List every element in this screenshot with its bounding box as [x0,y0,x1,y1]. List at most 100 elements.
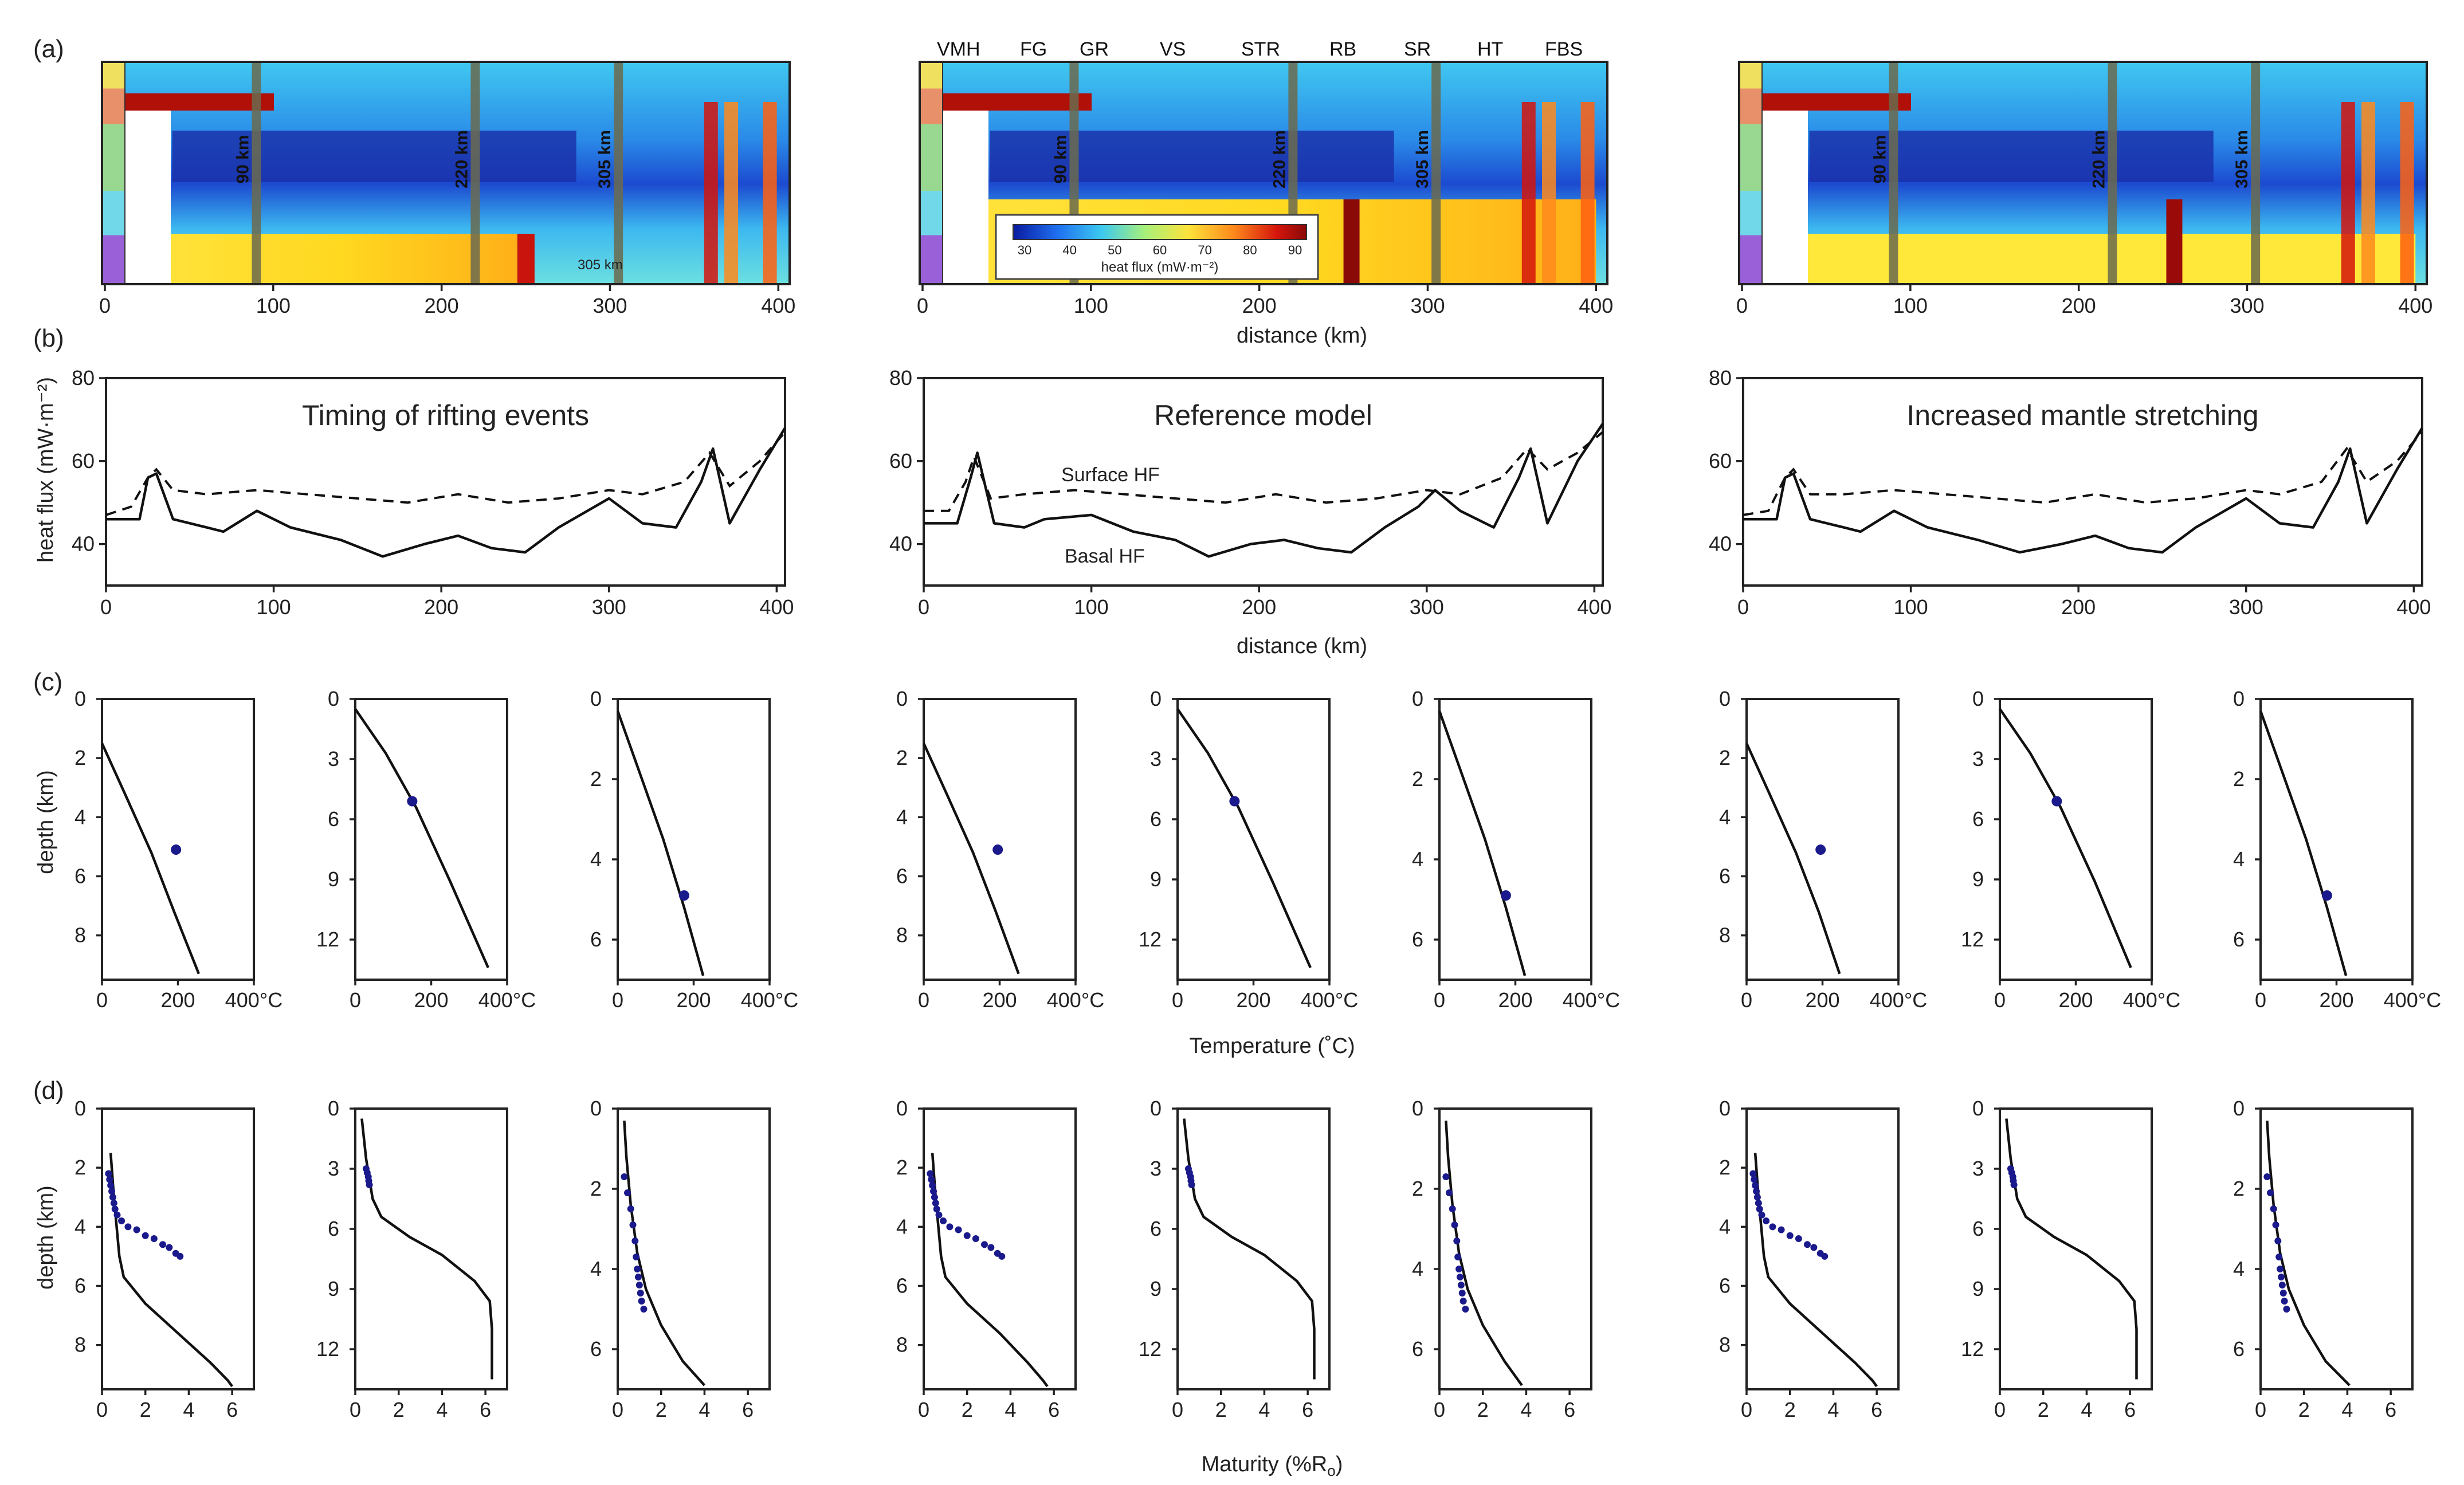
plot-frame [617,1107,771,1390]
x-tick-label: 6 [1048,1398,1060,1421]
distance-label-a: distance (km) [1237,324,1367,348]
x-tick-label: 0 [96,988,108,1012]
measured-point [940,1217,947,1224]
depth-label-d: depth (km) [34,1185,58,1290]
x-tick-label: 300 [1410,595,1444,619]
y-tick-label: 60 [889,449,912,473]
x-tick-label: 0 [918,988,929,1012]
x-tick-label: 4 [183,1398,194,1421]
plot-frame [1742,377,2423,587]
x-tick-label: 400°C [478,988,536,1012]
measured-point [159,1241,166,1248]
section-label: 90 km [1870,135,1889,183]
surface-hf-line [1743,431,2423,516]
x-tick-label: 0 [1736,294,1748,317]
y-tick-label: 6 [74,864,86,887]
x-tick-label: 0 [1741,988,1752,1012]
y-tick-label: 6 [1150,807,1162,831]
x-tick-label: 2 [393,1398,405,1421]
colorbar-gradient [1013,224,1307,240]
measured-point [1457,1282,1465,1288]
region-label: RB [1329,38,1356,60]
y-tick-label: 2 [590,1177,602,1200]
x-tick-label: 0 [2255,988,2266,1012]
y-tick-label: 9 [1972,1277,1984,1301]
x-tick-label: 400°C [1301,988,1358,1012]
x-tick-label: 200 [676,988,711,1012]
y-tick-label: 2 [74,746,86,769]
x-tick-label: 200 [2061,595,2096,619]
region-label: SR [1404,38,1431,60]
x-tick-label: 100 [257,595,291,619]
y-tick-label: 8 [1719,1333,1731,1357]
chart-title: Timing of rifting events [302,399,589,431]
x-tick-label: 400 [761,294,795,317]
plot-frame [1176,1107,1331,1390]
measured-point [629,1221,637,1228]
profile-plot: 0 3 6 9 12 0 200 400°C [1139,687,1358,1012]
measured-point [1755,1200,1762,1207]
basement-block [943,111,988,284]
depth-label-c: depth (km) [34,770,58,874]
x-tick-label: 6 [1871,1398,1882,1421]
panel-label-d: (d) [33,1077,64,1105]
measured-point [640,1306,648,1313]
profile-plot: 0 2 4 6 0 200 400°C [1412,687,1620,1012]
measured-point [2277,1274,2285,1280]
measured-point [2278,1282,2286,1288]
y-tick-label: 40 [1709,532,1732,556]
profile-plot: 0 3 6 9 12 0 2 4 6 [1961,1097,2153,1421]
x-tick-label: 400°C [1870,988,1927,1012]
cold-band [990,131,1394,182]
measured-point [935,1211,943,1219]
x-tick-label: 0 [1434,1398,1445,1421]
basal-hf-line [924,423,1604,558]
region-label: FBS [1545,38,1583,60]
y-tick-label: 0 [1972,687,1984,710]
measured-point [166,1244,173,1251]
x-tick-label: 100 [1074,294,1108,317]
x-tick-label: 4 [699,1398,710,1421]
y-tick-label: 6 [1972,807,1984,831]
y-tick-label: 2 [1719,746,1731,769]
x-tick-label: 0 [350,988,361,1012]
hot-anomaly [704,102,718,284]
profile-plot: 0 2 4 6 8 0 200 400°C [896,687,1104,1012]
maturity-label-main: Maturity (%R [1202,1452,1328,1476]
x-tick-label: 200 [424,595,458,619]
x-tick-label: 400 [2396,595,2431,619]
model-curve [922,742,1020,975]
model-curve [354,708,489,968]
profile-plot: 0 2 4 6 0 200 400°C [2233,687,2441,1012]
x-tick-label: 100 [1893,294,1928,317]
profile-plot: 0 2 4 6 8 0 2 4 6 [74,1097,255,1421]
strat-column [101,61,125,285]
measured-point [634,1266,641,1272]
model-curve [1176,708,1312,968]
x-tick-label: 200 [2062,294,2096,317]
y-tick-label: 3 [1150,1157,1162,1180]
y-tick-label: 9 [1150,867,1162,891]
model-curve [109,1153,233,1388]
measured-point [932,1200,939,1207]
profile-plot: 0 2 4 6 0 2 4 6 [590,1097,771,1421]
measured-point [1442,1173,1450,1180]
colorbar-tick-label: 40 [1062,243,1076,257]
model-curve [1753,1153,1878,1388]
x-tick-label: 0 [1994,1398,2006,1421]
heatflux-section-mantle: 90 km 220 km 305 km 0 100 200 300 400 [1736,61,2432,317]
x-tick-label: 6 [2385,1398,2396,1421]
x-tick-label: 4 [1827,1398,1839,1421]
measured-point [963,1232,971,1239]
x-tick-label: 4 [2081,1398,2092,1421]
plot-frame [923,377,1604,587]
measured-point [113,1211,121,1219]
x-tick-label: 0 [612,988,623,1012]
measured-point [407,796,418,807]
measured-point [2277,1266,2284,1272]
plot-frame [354,1107,508,1390]
y-tick-label: 0 [1972,1097,1984,1120]
x-tick-label: 0 [612,1398,623,1421]
top-hot-strip [102,93,274,111]
region-label: STR [1241,38,1280,60]
